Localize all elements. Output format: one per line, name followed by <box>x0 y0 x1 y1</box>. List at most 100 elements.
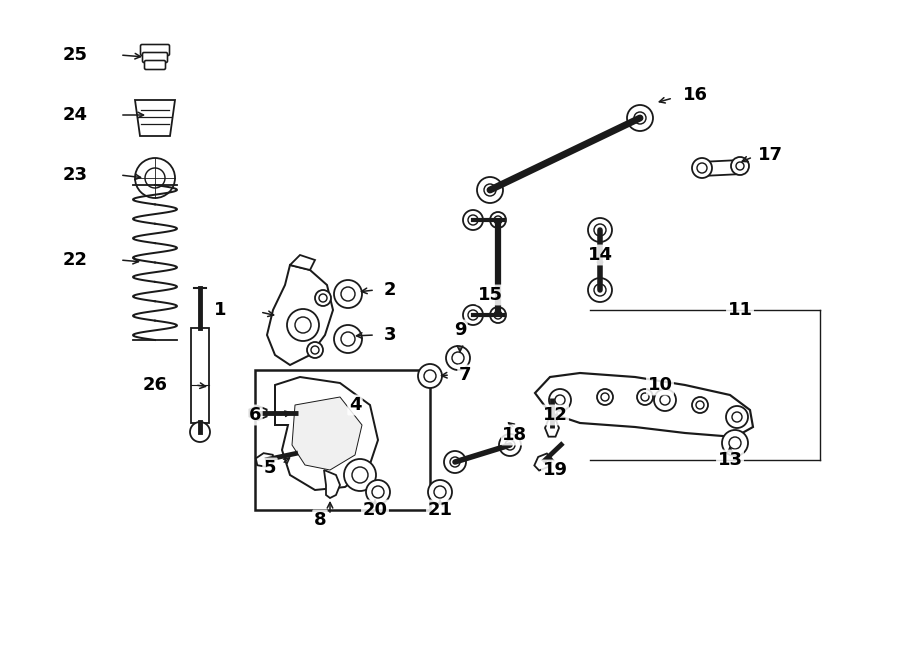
Text: 9: 9 <box>454 321 466 339</box>
Circle shape <box>697 163 707 173</box>
Circle shape <box>588 218 612 242</box>
Text: 6: 6 <box>248 406 261 424</box>
Text: 13: 13 <box>717 451 742 469</box>
Polygon shape <box>135 100 175 136</box>
Circle shape <box>287 309 319 341</box>
Polygon shape <box>275 377 378 490</box>
Polygon shape <box>290 255 315 270</box>
Circle shape <box>736 162 744 170</box>
Circle shape <box>555 395 565 405</box>
Polygon shape <box>545 419 559 437</box>
Circle shape <box>627 105 653 131</box>
Circle shape <box>424 370 436 382</box>
Text: 4: 4 <box>349 396 361 414</box>
Circle shape <box>641 393 649 401</box>
Circle shape <box>315 290 331 306</box>
Polygon shape <box>535 453 552 471</box>
Circle shape <box>344 459 376 491</box>
Text: 7: 7 <box>459 366 472 384</box>
Circle shape <box>190 422 210 442</box>
Circle shape <box>434 486 446 498</box>
Text: 8: 8 <box>314 511 327 529</box>
Circle shape <box>307 342 323 358</box>
Circle shape <box>311 346 319 354</box>
Circle shape <box>696 401 704 409</box>
Circle shape <box>145 168 165 188</box>
Circle shape <box>484 184 496 196</box>
Circle shape <box>352 467 368 483</box>
Text: 18: 18 <box>502 426 527 444</box>
Text: 2: 2 <box>383 281 396 299</box>
Circle shape <box>490 307 506 323</box>
Circle shape <box>505 440 515 450</box>
Bar <box>255 370 430 510</box>
Circle shape <box>549 389 571 411</box>
Text: 26: 26 <box>142 376 167 394</box>
Circle shape <box>446 346 470 370</box>
Circle shape <box>463 305 483 325</box>
Circle shape <box>444 451 466 473</box>
Circle shape <box>468 310 478 320</box>
Circle shape <box>494 311 502 319</box>
Circle shape <box>450 457 460 467</box>
Circle shape <box>597 389 613 405</box>
Text: 25: 25 <box>62 46 87 64</box>
Circle shape <box>654 389 676 411</box>
Text: 3: 3 <box>383 326 396 344</box>
Circle shape <box>637 389 653 405</box>
Circle shape <box>726 406 748 428</box>
Circle shape <box>588 278 612 302</box>
Circle shape <box>692 158 712 178</box>
Polygon shape <box>249 406 266 420</box>
Text: 20: 20 <box>363 501 388 519</box>
Circle shape <box>295 317 311 333</box>
Circle shape <box>499 434 521 456</box>
Text: 22: 22 <box>62 251 87 269</box>
FancyBboxPatch shape <box>142 52 167 63</box>
Text: 16: 16 <box>682 86 707 104</box>
Circle shape <box>594 284 606 296</box>
Circle shape <box>601 393 609 401</box>
Circle shape <box>366 480 390 504</box>
Circle shape <box>463 210 483 230</box>
Circle shape <box>428 480 452 504</box>
Text: 10: 10 <box>647 376 672 394</box>
Circle shape <box>729 437 741 449</box>
Circle shape <box>660 395 670 405</box>
Circle shape <box>722 430 748 456</box>
Bar <box>191 328 209 423</box>
Circle shape <box>731 157 749 175</box>
Circle shape <box>594 224 606 236</box>
Polygon shape <box>700 160 742 176</box>
Polygon shape <box>324 470 340 498</box>
Circle shape <box>334 325 362 353</box>
Text: 1: 1 <box>214 301 226 319</box>
Circle shape <box>692 397 708 413</box>
Text: 17: 17 <box>758 146 782 164</box>
Circle shape <box>319 294 327 302</box>
Polygon shape <box>535 373 753 437</box>
Circle shape <box>372 486 384 498</box>
Text: 21: 21 <box>428 501 453 519</box>
Circle shape <box>490 212 506 228</box>
Circle shape <box>452 352 464 364</box>
FancyBboxPatch shape <box>140 44 169 56</box>
Text: 11: 11 <box>727 301 752 319</box>
Text: 14: 14 <box>588 246 613 264</box>
Circle shape <box>494 216 502 224</box>
Circle shape <box>732 412 742 422</box>
Circle shape <box>135 158 175 198</box>
Text: 23: 23 <box>62 166 87 184</box>
Circle shape <box>634 112 646 124</box>
Text: 24: 24 <box>62 106 87 124</box>
Text: 5: 5 <box>264 459 276 477</box>
Text: 15: 15 <box>478 286 502 304</box>
Polygon shape <box>292 397 362 470</box>
Circle shape <box>468 215 478 225</box>
Circle shape <box>341 332 355 346</box>
Text: 12: 12 <box>543 406 568 424</box>
Circle shape <box>418 364 442 388</box>
Polygon shape <box>256 453 274 467</box>
Circle shape <box>477 177 503 203</box>
Circle shape <box>341 287 355 301</box>
